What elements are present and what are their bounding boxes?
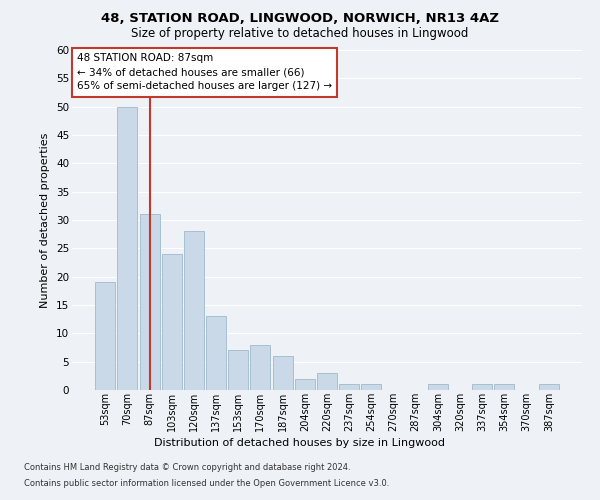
Text: 48, STATION ROAD, LINGWOOD, NORWICH, NR13 4AZ: 48, STATION ROAD, LINGWOOD, NORWICH, NR1… [101,12,499,26]
Bar [317,373,337,390]
Text: 48 STATION ROAD: 87sqm
← 34% of detached houses are smaller (66)
65% of semi-det: 48 STATION ROAD: 87sqm ← 34% of detached… [77,54,332,92]
Bar [272,356,293,390]
Bar [118,106,137,390]
Y-axis label: Number of detached properties: Number of detached properties [40,132,50,308]
Bar [428,384,448,390]
Text: Distribution of detached houses by size in Lingwood: Distribution of detached houses by size … [155,438,445,448]
Bar [539,384,559,390]
Bar [295,378,315,390]
Bar [361,384,382,390]
Bar [250,344,271,390]
Bar [228,350,248,390]
Text: Contains HM Land Registry data © Crown copyright and database right 2024.: Contains HM Land Registry data © Crown c… [24,464,350,472]
Bar [472,384,492,390]
Bar [206,316,226,390]
Bar [140,214,160,390]
Text: Size of property relative to detached houses in Lingwood: Size of property relative to detached ho… [131,28,469,40]
Bar [339,384,359,390]
Bar [494,384,514,390]
Text: Contains public sector information licensed under the Open Government Licence v3: Contains public sector information licen… [24,478,389,488]
Bar [162,254,182,390]
Bar [184,232,204,390]
Bar [95,282,115,390]
